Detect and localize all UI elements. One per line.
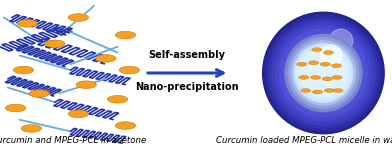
Circle shape [301,89,311,92]
Ellipse shape [321,45,342,66]
Circle shape [299,75,309,79]
Circle shape [68,14,89,21]
Text: Curcumin and MPEG-PCL in acetone: Curcumin and MPEG-PCL in acetone [0,135,146,145]
Circle shape [333,89,343,92]
Ellipse shape [294,44,352,102]
Circle shape [115,31,136,39]
Ellipse shape [297,46,350,100]
Ellipse shape [265,15,381,131]
Ellipse shape [276,25,371,121]
Circle shape [96,55,116,62]
Ellipse shape [329,29,353,53]
Circle shape [332,75,342,79]
Circle shape [324,89,334,92]
Circle shape [76,81,96,88]
Circle shape [68,110,89,118]
Text: Curcumin loaded MPEG-PCL micelle in water: Curcumin loaded MPEG-PCL micelle in wate… [216,135,392,145]
Circle shape [309,61,319,65]
Circle shape [331,64,341,68]
Circle shape [17,20,38,27]
Text: Self-assembly: Self-assembly [149,50,226,60]
Circle shape [13,66,34,74]
Text: Nano-precipitation: Nano-precipitation [135,82,239,92]
Circle shape [5,104,26,112]
Circle shape [45,40,65,48]
Circle shape [21,125,42,132]
Ellipse shape [288,38,359,108]
Ellipse shape [285,35,362,111]
Circle shape [107,95,128,103]
Ellipse shape [284,34,363,112]
Ellipse shape [294,44,353,102]
Circle shape [323,51,334,54]
Circle shape [320,62,330,66]
Ellipse shape [269,18,378,128]
Circle shape [115,122,136,129]
Ellipse shape [272,21,375,125]
Ellipse shape [300,49,347,97]
Circle shape [322,77,332,81]
Ellipse shape [279,29,367,117]
Circle shape [310,75,321,79]
Circle shape [312,90,323,94]
Ellipse shape [263,12,384,134]
Circle shape [312,48,322,52]
Circle shape [297,62,307,66]
Circle shape [119,66,140,74]
Circle shape [29,90,49,97]
Ellipse shape [291,41,356,105]
